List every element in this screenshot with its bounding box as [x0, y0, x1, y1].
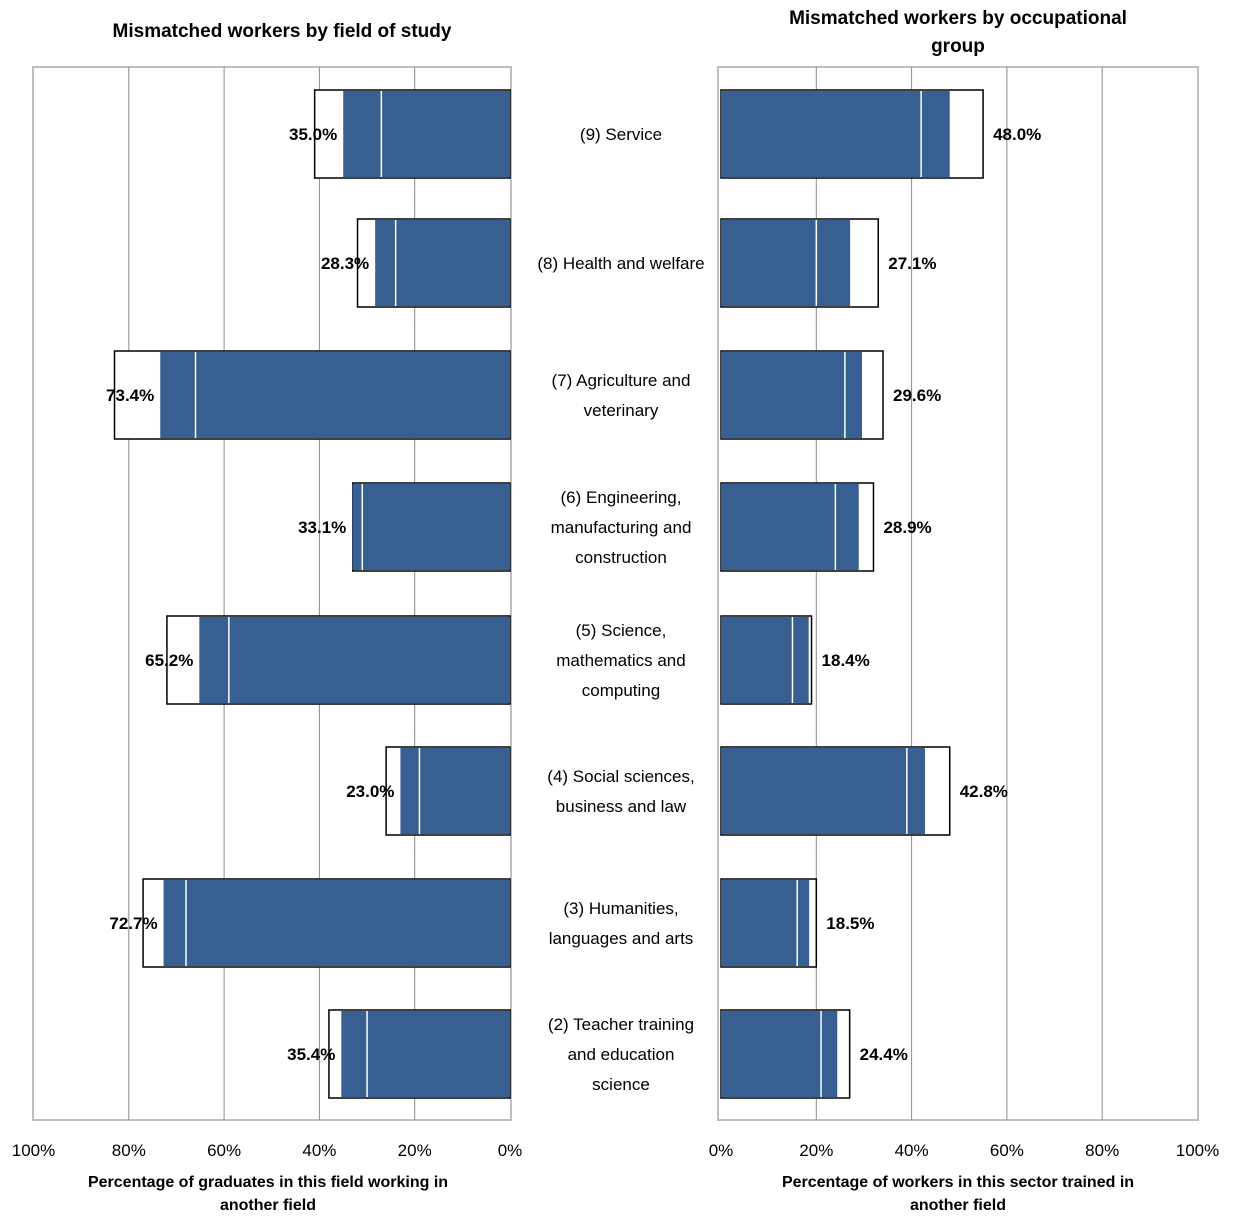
field-study-tick-label-80: 80% — [112, 1141, 146, 1160]
field-study-bar — [160, 352, 510, 438]
field-study-data-label: 33.1% — [298, 518, 346, 537]
field-study-tick-label-60: 60% — [207, 1141, 241, 1160]
field-study-bar — [352, 484, 510, 570]
category-label: (9) Service — [580, 125, 662, 144]
category-label: (7) Agriculture and — [552, 371, 691, 390]
field-study-bar — [343, 91, 510, 177]
field-study-data-label: 35.0% — [289, 125, 337, 144]
field-study-tick-label-40: 40% — [302, 1141, 336, 1160]
category-label: (5) Science, — [576, 621, 667, 640]
category-label-line-2: languages and arts — [549, 929, 694, 948]
occupational-tick-label-0: 0% — [709, 1141, 734, 1160]
field-study-bar — [199, 617, 510, 703]
field-study-data-label: 73.4% — [106, 386, 154, 405]
category-label-line-2: manufacturing and — [551, 518, 692, 537]
occupational-tick-label-20: 20% — [799, 1141, 833, 1160]
occupational-bar — [721, 880, 810, 966]
occupational-bar — [721, 352, 863, 438]
occupational-data-label: 29.6% — [893, 386, 941, 405]
occupational-bar — [721, 220, 851, 306]
field-study-tick-label-20: 20% — [398, 1141, 432, 1160]
category-label: (6) Engineering, — [561, 488, 682, 507]
category-label-line-3: construction — [575, 548, 667, 567]
occupational-tick-label-40: 40% — [895, 1141, 929, 1160]
field-study-tick-label-100: 100% — [12, 1141, 55, 1160]
occupational-chart-title: Mismatched workers by occupational — [789, 8, 1127, 29]
field-study-data-label: 65.2% — [145, 651, 193, 670]
category-label: (8) Health and welfare — [537, 254, 704, 273]
category-label-line-2: mathematics and — [556, 651, 685, 670]
occupational-x-axis-label-line-2: another field — [910, 1197, 1006, 1214]
occupational-bar — [721, 1011, 838, 1097]
occupational-x-axis-label: Percentage of workers in this sector tra… — [782, 1174, 1134, 1191]
field-study-bar — [400, 748, 510, 834]
field-study-bar — [163, 880, 510, 966]
occupational-chart-title-line-2: group — [931, 36, 985, 57]
occupational-data-label: 24.4% — [860, 1045, 908, 1064]
field-study-x-axis-label-line-2: another field — [220, 1197, 316, 1214]
category-label: (2) Teacher training — [548, 1015, 694, 1034]
occupational-data-label: 27.1% — [888, 254, 936, 273]
field-study-data-label: 35.4% — [287, 1045, 335, 1064]
occupational-data-label: 18.5% — [826, 914, 874, 933]
field-study-plot-border — [32, 66, 512, 1121]
field-study-bar — [341, 1011, 510, 1097]
field-study-data-label: 72.7% — [109, 914, 157, 933]
field-study-tick-label-0: 0% — [498, 1141, 523, 1160]
field-study-chart-title: Mismatched workers by field of study — [113, 21, 452, 42]
occupational-bar — [721, 748, 925, 834]
occupational-bar — [721, 484, 859, 570]
field-study-bar — [375, 220, 510, 306]
occupational-tick-label-80: 80% — [1085, 1141, 1119, 1160]
occupational-data-label: 28.9% — [883, 518, 931, 537]
occupational-tick-label-60: 60% — [990, 1141, 1024, 1160]
occupational-data-label: 42.8% — [960, 782, 1008, 801]
category-label-line-2: business and law — [556, 797, 687, 816]
occupational-data-label: 18.4% — [822, 651, 870, 670]
occupational-plot-border — [717, 66, 1199, 1121]
category-label: (4) Social sciences, — [547, 767, 694, 786]
occupational-tick-label-100: 100% — [1176, 1141, 1219, 1160]
category-label: (3) Humanities, — [563, 899, 678, 918]
field-study-x-axis-label: Percentage of graduates in this field wo… — [88, 1174, 448, 1191]
field-study-data-label: 23.0% — [346, 782, 394, 801]
category-label-line-3: science — [592, 1075, 650, 1094]
occupational-bar — [721, 91, 950, 177]
field-study-data-label: 28.3% — [321, 254, 369, 273]
category-label-line-3: computing — [582, 681, 660, 700]
category-label-line-2: veterinary — [584, 401, 659, 420]
occupational-bar — [721, 617, 809, 703]
category-label-line-2: and education — [568, 1045, 675, 1064]
occupational-data-label: 48.0% — [993, 125, 1041, 144]
